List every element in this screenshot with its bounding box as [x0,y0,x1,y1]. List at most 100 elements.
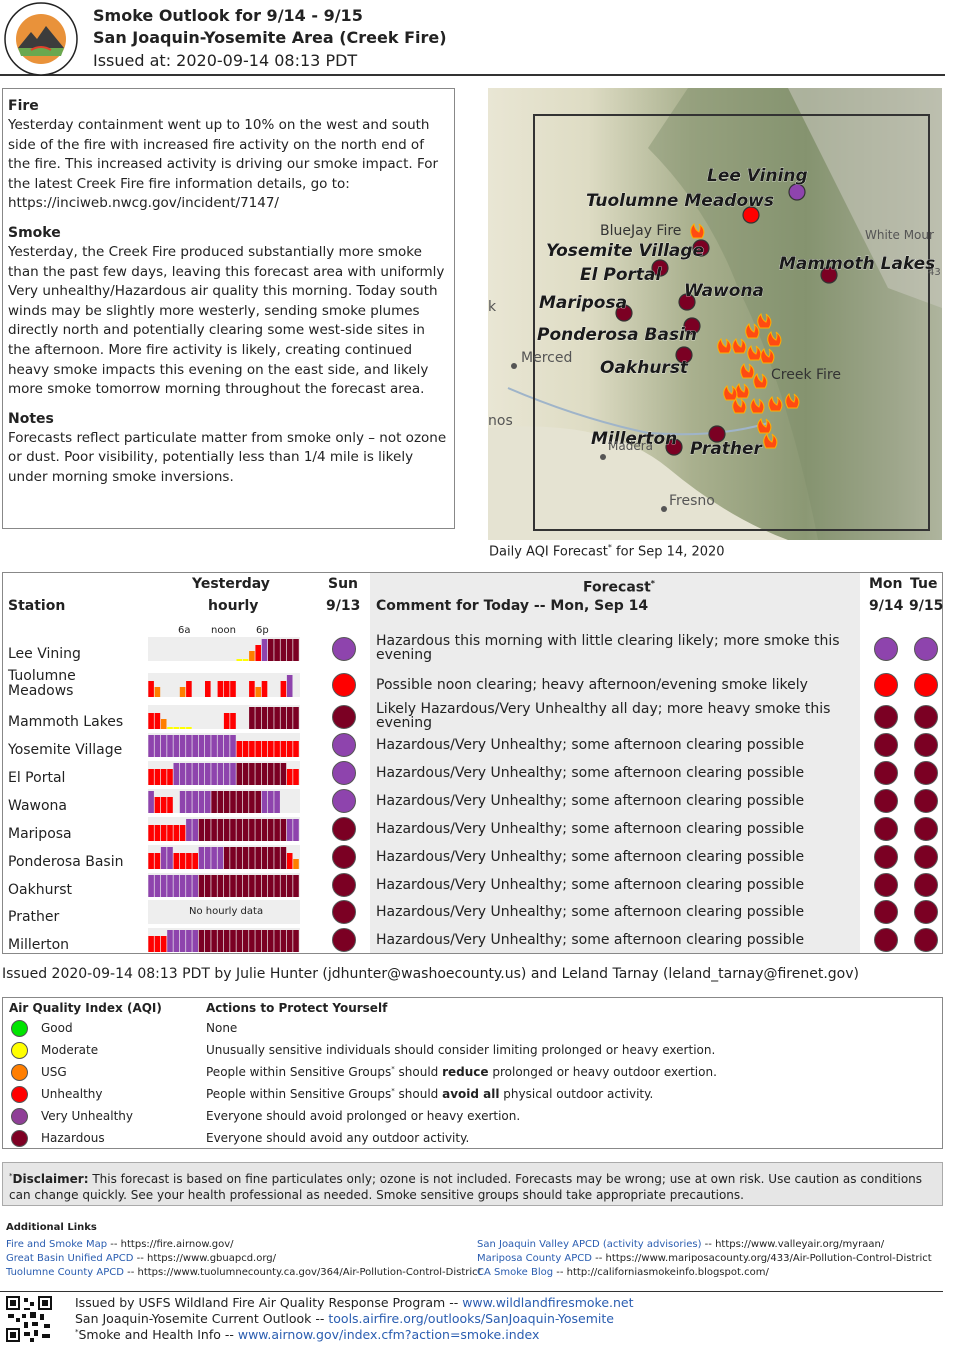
aqi-action: People within Sensitive Groups* should r… [206,1065,717,1079]
sun-aqi-dot [332,845,356,869]
fire-text: Yesterday containment went up to 10% on … [8,117,439,212]
station-row: Oakhurst Hazardous/Very Unhealthy; some a… [3,871,942,899]
col-header-hourly: hourly [208,598,259,614]
map-label-millerton: Millerton [591,429,677,449]
smoke-text: Yesterday, the Creek Fire produced subst… [8,243,445,398]
link-title[interactable]: Mariposa County APCD [477,1253,592,1264]
report-title: Smoke Outlook for 9/14 - 9/15 [93,6,363,25]
hourly-sparkline [148,733,300,757]
col-header-mon-date: 9/14 [869,598,904,614]
aqi-action-asterisk: * [391,1087,395,1095]
aqi-category: USG [41,1065,67,1079]
station-name: Lee Vining [8,646,81,662]
forecast-comment: Hazardous/Very Unhealthy; some afternoon… [376,849,805,865]
additional-link[interactable]: Mariposa County APCD -- https://www.mari… [477,1253,932,1264]
station-name: Mariposa [8,826,72,842]
sun-aqi-dot [332,637,356,661]
aqi-action: Unusually sensitive individuals should c… [206,1043,716,1057]
sun-aqi-dot [332,789,356,813]
station-row: Mammoth Lakes Likely Hazardous/Very Unhea… [3,702,942,731]
additional-link[interactable]: Great Basin Unified APCD -- https://www.… [6,1253,276,1264]
sun-aqi-dot [332,673,356,697]
map-caption-asterisk: * [607,543,612,552]
footer-link-wildlandfiresmoke[interactable]: www.wildlandfiresmoke.net [462,1295,634,1310]
station-name: Prather [8,909,60,925]
col-header-tue-date: 9/15 [909,598,944,614]
aqi-category: Very Unhealthy [41,1109,133,1123]
report-issued-time: Issued at: 2020-09-14 08:13 PDT [93,51,358,70]
fire-heading: Fire [8,98,39,114]
link-url: -- https://www.tuolumnecounty.ca.gov/364… [123,1267,482,1278]
aqi-row: Hazardous Everyone should avoid any outdo… [3,1127,942,1149]
forecast-comment: Hazardous this morning with little clear… [376,633,840,663]
map-label-bluejay: BlueJay Fire [600,223,681,239]
aqi-action: People within Sensitive Groups* should a… [206,1087,654,1101]
footer-asterisk: * [75,1327,79,1336]
footer-line-2-text: San Joaquin-Yosemite Current Outlook -- [75,1311,329,1326]
forecast-comment: Hazardous/Very Unhealthy; some afternoon… [376,765,805,781]
hourly-sparkline [148,637,300,661]
aqi-row: Very Unhealthy Everyone should avoid prol… [3,1105,942,1127]
notes-text: Forecasts reflect particulate matter fro… [8,429,447,485]
aqi-action: Everyone should avoid any outdoor activi… [206,1131,470,1145]
notes-heading: Notes [8,410,54,427]
hourly-sparkline [148,928,300,952]
col-header-forecast-label: Forecast [583,579,651,596]
footer-line-3-text: Smoke and Health Info -- [78,1327,238,1342]
additional-link[interactable]: CA Smoke Blog -- http://californiasmokei… [477,1267,769,1278]
map-caption-date: for Sep 14, 2020 [611,544,725,560]
disclaimer-label: Disclaimer: [12,1172,89,1186]
map-label-ponderosa: Ponderosa Basin [537,325,697,345]
aqi-row: Good None [3,1017,942,1039]
program-logo [4,2,78,76]
footer-divider [0,1291,943,1292]
additional-link[interactable]: Tuolumne County APCD -- https://www.tuol… [6,1267,482,1278]
aqi-color-dot [11,1108,28,1125]
hourly-sparkline [148,673,300,697]
aqi-header-index: Air Quality Index (AQI) [9,1001,162,1015]
map-label-k: k [488,299,497,315]
forecast-map: Lee Vining Tuolumne Meadows Yosemite Vil… [488,88,942,540]
additional-link[interactable]: San Joaquin Valley APCD (activity adviso… [477,1239,884,1250]
link-url: -- https://www.mariposacounty.org/433/Ai… [591,1253,932,1264]
map-markers [511,183,838,512]
hourly-axis-6a: 6a [178,625,191,636]
footer-link-outlook[interactable]: tools.airfire.org/outlooks/SanJoaquin-Yo… [328,1311,614,1326]
additional-link[interactable]: Fire and Smoke Map -- https://fire.airno… [6,1239,234,1250]
hourly-sparkline [148,900,300,924]
tue-aqi-dot [914,733,938,757]
link-title[interactable]: Tuolumne County APCD [6,1267,124,1278]
map-label-mariposa: Mariposa [539,293,627,313]
aqi-color-dot [11,1042,28,1059]
report-area: San Joaquin-Yosemite Area (Creek Fire) [93,28,447,47]
map-caption-prefix: Daily AQI Forecast [489,544,608,560]
station-row: Tuolumne Meadows Possible noon clearing; … [3,668,942,699]
link-title[interactable]: Fire and Smoke Map [6,1239,108,1250]
footer-line-1-text: Issued by USFS Wildland Fire Air Quality… [75,1295,463,1310]
station-row: Yosemite Village Hazardous/Very Unhealthy… [3,731,942,759]
link-title[interactable]: Great Basin Unified APCD [6,1253,134,1264]
link-title[interactable]: CA Smoke Blog [477,1267,554,1278]
link-title[interactable]: San Joaquin Valley APCD (activity adviso… [477,1239,702,1250]
tue-aqi-dot [914,789,938,813]
sun-aqi-dot [332,761,356,785]
col-header-forecast: Forecast* [583,574,655,598]
col-header-tue: Tue [910,576,938,592]
map-label-fresno: Fresno [669,493,715,509]
footer-link-airnow[interactable]: www.airnow.gov/index.cfm?action=smoke.in… [237,1327,540,1342]
col-header-station: Station [8,598,66,614]
no-hourly-data: No hourly data [189,906,264,917]
aqi-row: Moderate Unusually sensitive individuals … [3,1039,942,1061]
mon-aqi-dot [874,637,898,661]
footer-line-3: *Smoke and Health Info -- www.airnow.gov… [75,1327,539,1342]
disclaimer-text: This forecast is based on fine particula… [9,1172,923,1202]
station-name: Tuolumne Meadows [8,668,76,699]
hourly-sparkline [148,705,300,729]
map-label-white-mour: White Mour [865,228,934,242]
station-row: Ponderosa Basin Hazardous/Very Unhealthy;… [3,843,942,871]
forecast-comment: Hazardous/Very Unhealthy; some afternoon… [376,904,805,920]
aqi-header-actions: Actions to Protect Yourself [206,1001,388,1015]
forecast-comment: Hazardous/Very Unhealthy; some afternoon… [376,877,805,893]
hourly-sparkline [148,817,300,841]
tue-aqi-dot [914,817,938,841]
